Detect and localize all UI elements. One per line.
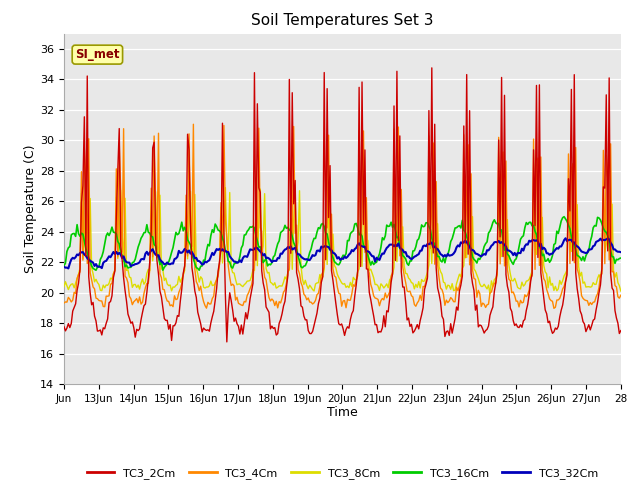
Title: Soil Temperatures Set 3: Soil Temperatures Set 3 — [251, 13, 434, 28]
Text: SI_met: SI_met — [75, 48, 120, 61]
Y-axis label: Soil Temperature (C): Soil Temperature (C) — [24, 144, 37, 273]
X-axis label: Time: Time — [327, 407, 358, 420]
Legend: TC3_2Cm, TC3_4Cm, TC3_8Cm, TC3_16Cm, TC3_32Cm: TC3_2Cm, TC3_4Cm, TC3_8Cm, TC3_16Cm, TC3… — [82, 464, 603, 480]
